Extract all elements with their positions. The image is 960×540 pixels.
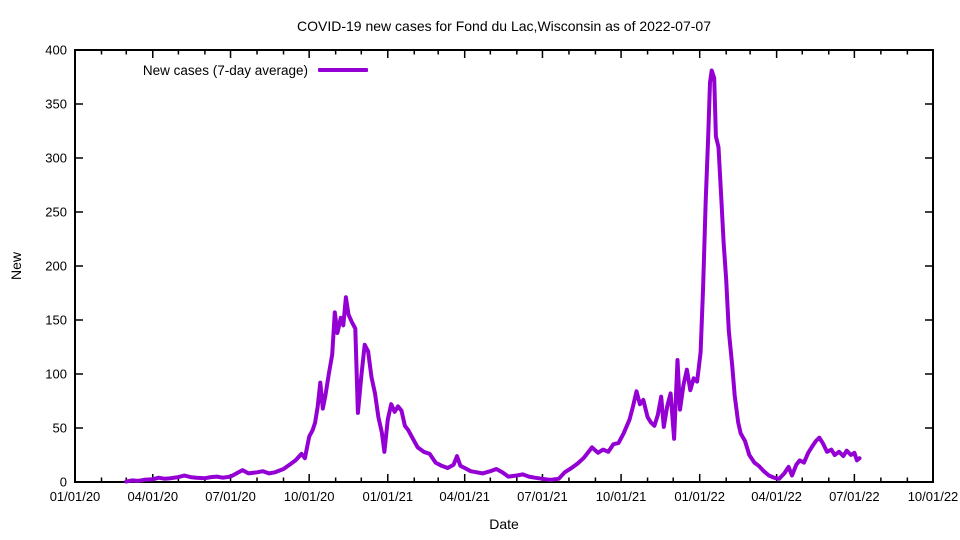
legend-line-sample-icon (318, 68, 368, 72)
x-tick-label: 01/01/21 (362, 489, 413, 504)
y-tick-label: 100 (45, 367, 67, 382)
y-tick-label: 250 (45, 205, 67, 220)
y-tick-label: 50 (53, 421, 67, 436)
x-tick-label: 10/01/22 (908, 489, 959, 504)
legend-series-label: New cases (7-day average) (142, 62, 308, 78)
data-line-layer (124, 68, 862, 484)
y-axis-title: New (8, 252, 24, 281)
x-tick-label: 01/01/22 (674, 489, 725, 504)
x-tick-label: 04/01/21 (439, 489, 490, 504)
y-tick-label: 350 (45, 97, 67, 112)
y-tick-label: 300 (45, 151, 67, 166)
data-line-new-cases (124, 68, 862, 484)
chart-title: COVID-19 new cases for Fond du Lac,Wisco… (297, 18, 711, 34)
x-tick-label: 01/01/20 (50, 489, 101, 504)
x-tick-label: 07/01/21 (517, 489, 568, 504)
legend: New cases (7-day average) (75, 62, 368, 78)
y-tick-label: 400 (45, 43, 67, 58)
x-tick-label: 10/01/21 (596, 489, 647, 504)
x-tick-label: 07/01/20 (205, 489, 256, 504)
axes-layer: 0 50 100 150 200 250 300 350 400 01/01/20 04/01/20… (45, 43, 958, 505)
y-tick-label: 150 (45, 313, 67, 328)
plot-border (74, 49, 934, 483)
x-tick-label: 04/01/22 (751, 489, 802, 504)
y-tick-label: 200 (45, 259, 67, 274)
x-tick-label: 07/01/22 (829, 489, 880, 504)
x-axis-title: Date (489, 516, 519, 532)
x-tick-label: 04/01/20 (127, 489, 178, 504)
x-tick-label: 10/01/20 (284, 489, 335, 504)
y-tick-label: 0 (60, 475, 67, 490)
